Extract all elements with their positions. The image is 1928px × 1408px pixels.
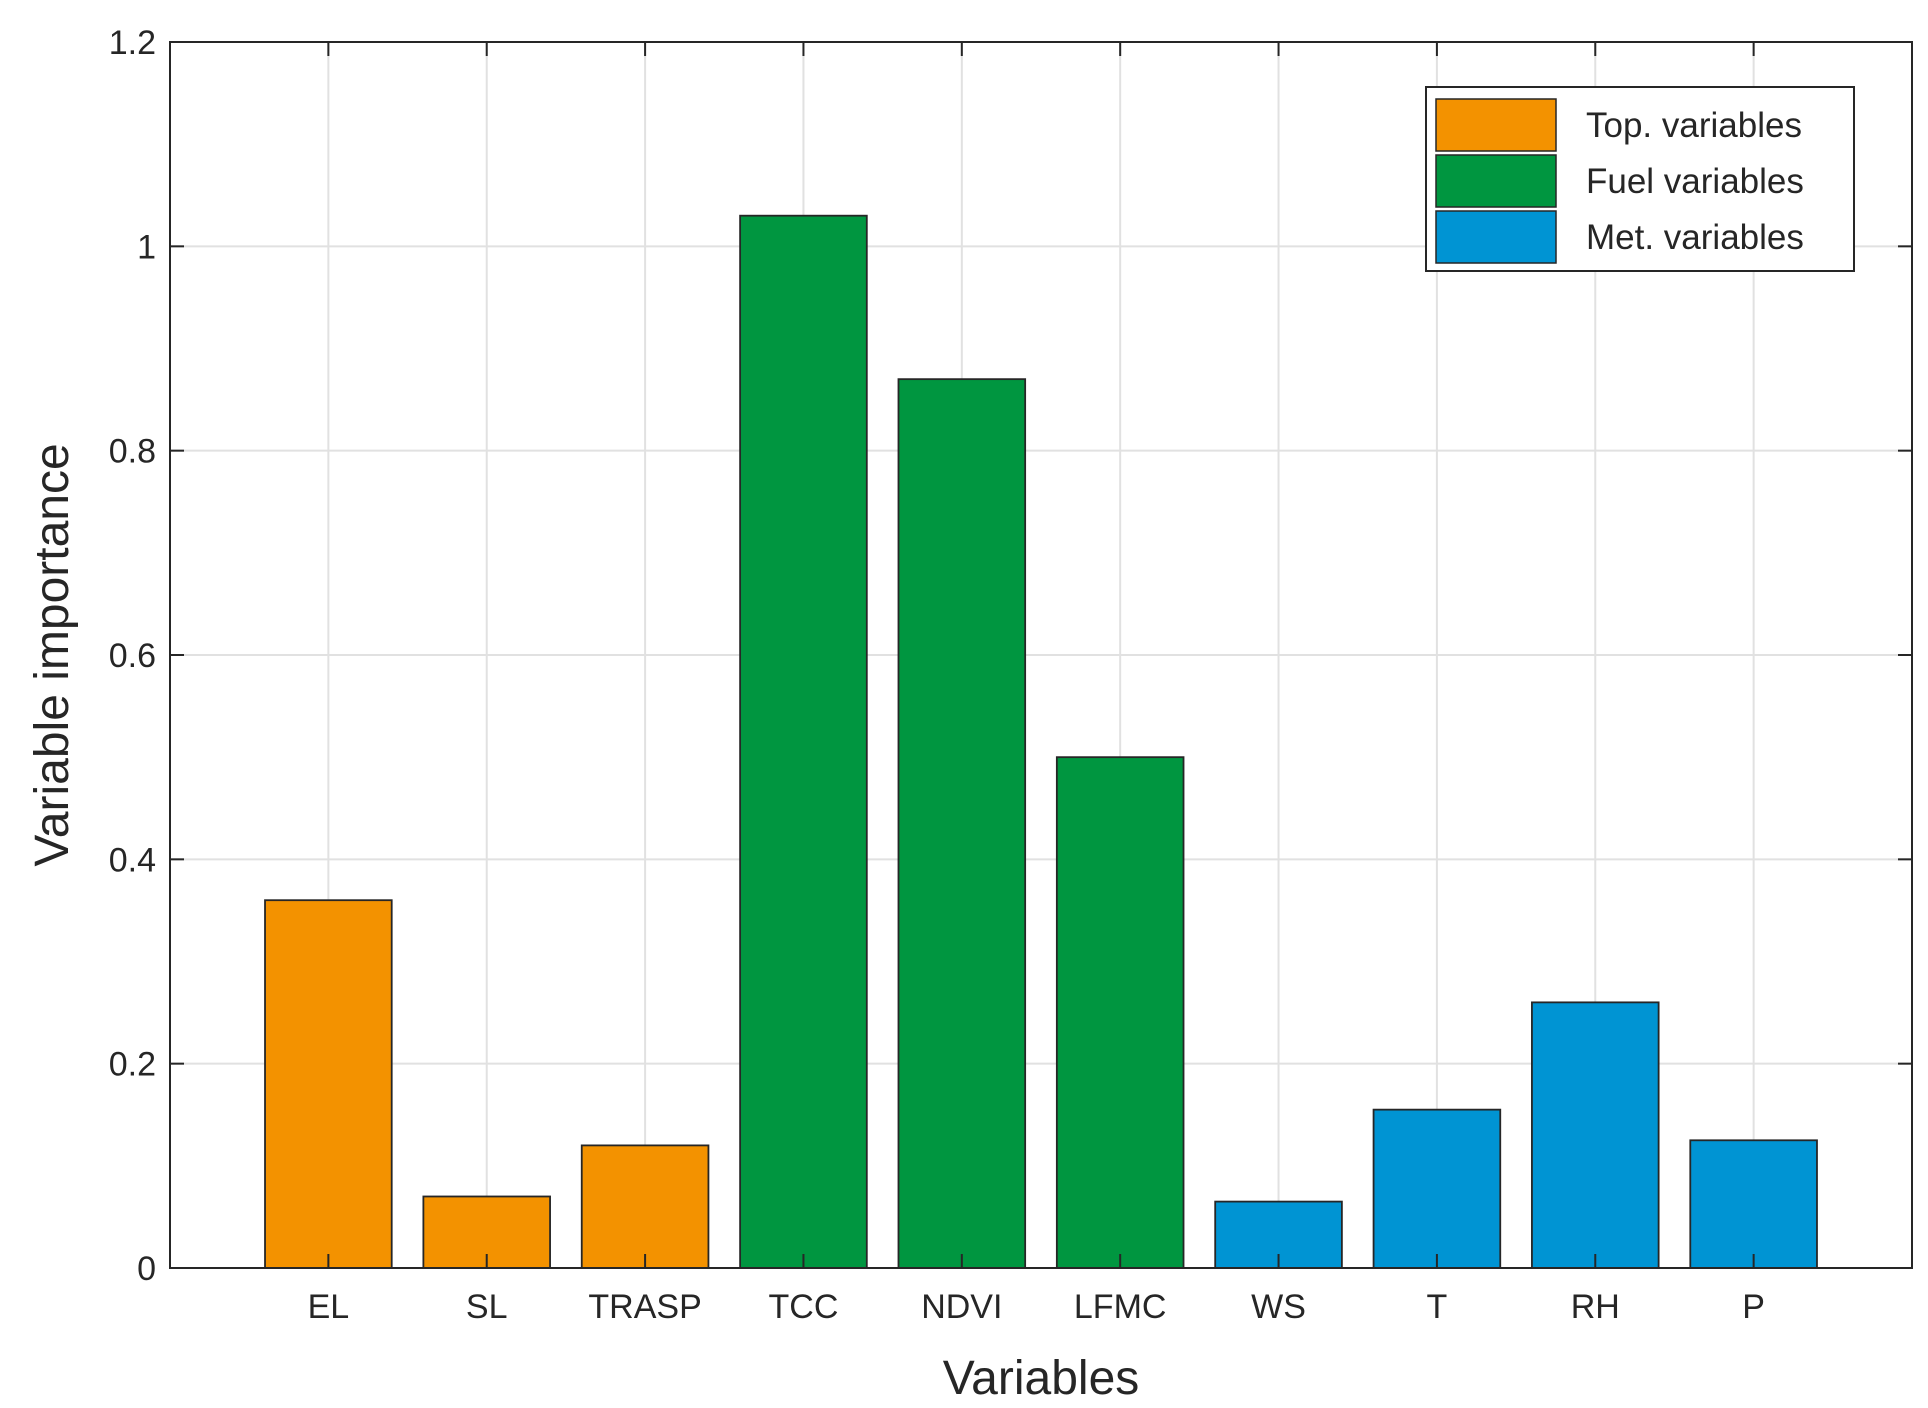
legend-swatch-top <box>1435 98 1557 152</box>
y-tick-label: 1.2 <box>109 24 156 62</box>
x-tick-label: P <box>1742 1288 1765 1326</box>
y-tick-label: 0 <box>137 1250 156 1288</box>
bar-p <box>1689 1139 1818 1269</box>
x-tick-label: RH <box>1571 1288 1620 1326</box>
bar-ndvi <box>897 378 1027 1269</box>
y-tick-label: 0.8 <box>109 433 156 471</box>
x-tick-label: T <box>1427 1288 1448 1326</box>
legend-swatch-fuel <box>1435 154 1557 208</box>
bars <box>264 214 1818 1269</box>
bar-lfmc <box>1055 756 1185 1269</box>
ticks: 0 0.2 0.4 0.6 0.8 1 1.2 EL SL TRASP TCC NDVI LFMC WS T… <box>109 24 1912 1326</box>
x-tick-label: EL <box>308 1288 350 1326</box>
legend: Top. variables Fuel variables Met. variabl… <box>1425 86 1855 272</box>
y-tick-label: 0.4 <box>109 841 156 879</box>
legend-label-top: Top. variables <box>1586 106 1802 145</box>
bar-rh <box>1531 1001 1660 1269</box>
x-axis-title: Variables <box>943 1352 1140 1405</box>
y-tick-label: 0.2 <box>109 1046 156 1084</box>
y-tick-label: 0.6 <box>109 637 156 675</box>
legend-swatch-met <box>1435 210 1557 264</box>
y-tick-label: 1 <box>137 228 156 266</box>
x-tick-label: WS <box>1251 1288 1306 1326</box>
bar-el <box>264 899 393 1269</box>
x-tick-label: TCC <box>769 1288 839 1326</box>
x-tick-label: SL <box>466 1288 508 1326</box>
bar-tcc <box>739 214 868 1269</box>
x-tick-label: TRASP <box>588 1288 701 1326</box>
bar-trasp <box>580 1144 710 1269</box>
x-tick-label: NDVI <box>921 1288 1002 1326</box>
y-axis-title: Variable importance <box>26 443 79 866</box>
legend-label-met: Met. variables <box>1586 218 1804 257</box>
x-tick-label: LFMC <box>1074 1288 1167 1326</box>
bar-t <box>1372 1108 1502 1269</box>
legend-label-fuel: Fuel variables <box>1586 162 1804 201</box>
